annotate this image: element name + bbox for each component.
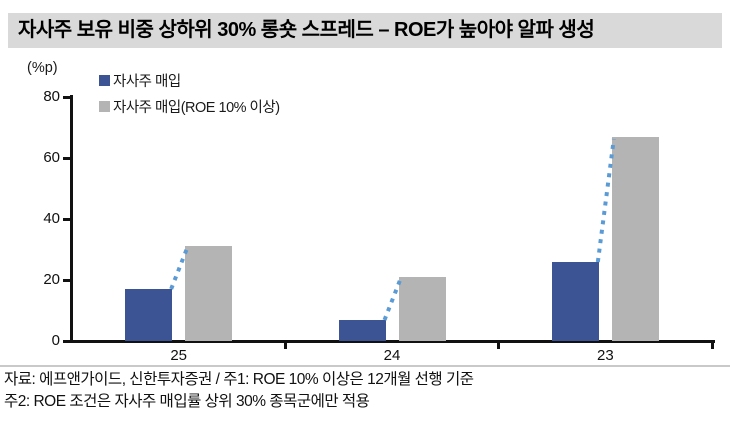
x-axis-tick <box>283 340 287 349</box>
x-axis-category-label: 25 <box>170 347 187 364</box>
method-note: 주2: ROE 조건은 자사주 매입률 상위 30% 종목군에만 적용 <box>4 392 370 410</box>
legend-item-buyback: 자사주 매입 <box>99 67 280 93</box>
chart-title: 자사주 보유 비중 상하위 30% 롱숏 스프레드 – ROE가 높아야 알파 … <box>8 13 722 48</box>
x-axis-line <box>70 340 715 343</box>
connector-dotted-line <box>382 278 403 321</box>
y-axis-tick-label: 80 <box>43 88 60 105</box>
bar-buyback-24 <box>338 320 386 341</box>
x-axis-tick <box>497 340 501 349</box>
legend-label-buyback: 자사주 매입 <box>113 73 181 90</box>
connector-dotted-line <box>595 138 616 263</box>
y-axis-tick <box>63 157 72 160</box>
source-note: 자료: 에프앤가이드, 신한투자증권 / 주1: ROE 10% 이상은 12개… <box>4 371 474 388</box>
x-axis-category-label: 23 <box>596 347 614 364</box>
y-axis-tick <box>63 340 72 343</box>
legend-label-buyback-roe: 자사주 매입(ROE 10% 이상) <box>113 99 280 116</box>
bar-buyback-roe-24 <box>398 277 446 341</box>
y-axis-tick <box>63 96 72 99</box>
y-axis-unit-label: (%p) <box>27 60 58 76</box>
legend: 자사주 매입 자사주 매입(ROE 10% 이상) <box>99 67 280 119</box>
y-axis-tick <box>63 279 72 282</box>
x-axis-tick <box>710 340 714 349</box>
footer-divider <box>0 365 730 367</box>
y-axis-tick-label: 20 <box>43 271 60 288</box>
bar-buyback-23 <box>551 262 599 341</box>
legend-item-buyback-roe: 자사주 매입(ROE 10% 이상) <box>99 93 280 119</box>
y-axis-tick-label: 60 <box>43 149 60 166</box>
y-axis-tick-label: 0 <box>51 332 60 349</box>
legend-marker-buyback-roe-swatch <box>99 100 110 112</box>
x-axis-category-label: 24 <box>383 347 401 364</box>
y-axis-tick <box>63 218 72 221</box>
bar-buyback-25 <box>125 289 173 341</box>
bar-buyback-roe-23 <box>611 137 659 341</box>
legend-marker-buyback-swatch <box>99 74 110 86</box>
footer-notes: 자료: 에프앤가이드, 신한투자증권 / 주1: ROE 10% 이상은 12개… <box>4 369 474 412</box>
bar-buyback-roe-25 <box>185 246 233 341</box>
y-axis-tick-label: 40 <box>43 210 60 227</box>
connector-dotted-line <box>169 247 190 290</box>
